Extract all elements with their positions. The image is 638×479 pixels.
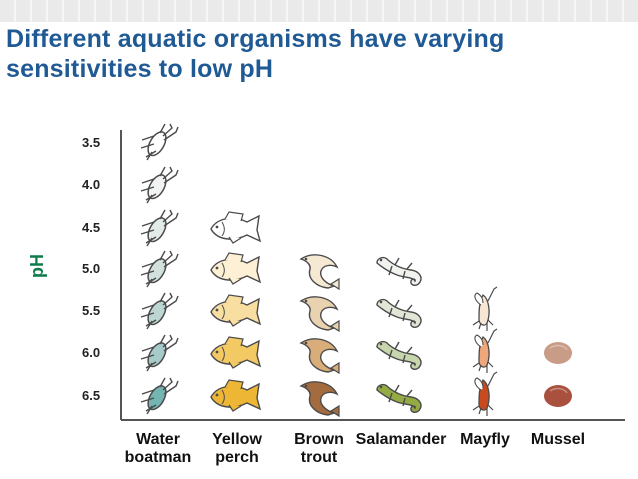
organism-label-line-1: Mussel [530,431,586,448]
water-boatman-icon [140,209,179,247]
water-boatman-icon [140,166,179,204]
ph-tick-label: 3.5 [82,135,101,150]
ph-tick-label: 5.0 [82,261,101,276]
organism-label-line-1: Yellow [212,431,262,448]
salamander-icon [376,383,422,413]
organism-label-line-1: Salamander [355,431,447,448]
title-line-1: Different aquatic organisms have varying [6,25,505,53]
organism-label-line-2: boatman [124,449,192,466]
mayfly-icon [472,286,498,331]
fish-icon [210,294,262,327]
organism-label: Yellow perch [189,431,285,467]
ph-tick-label: 6.0 [82,345,101,360]
slide-title: Different aquatic organisms have varying… [6,24,626,84]
water-boatman-icon [140,292,179,330]
trout-icon [299,296,340,333]
title-line-2: sensitivities to low pH [6,55,274,83]
mayfly-icon [472,371,498,416]
trout-icon [299,254,340,291]
ph-tick-label: 4.5 [82,220,101,235]
salamander-icon [376,256,422,286]
organism-label-line-1: Brown [294,431,344,448]
ph-tick-label: 5.5 [82,303,101,318]
organism-label-line-1: Water [136,431,180,448]
salamander-icon [376,340,422,370]
organism-label: Brown trout [271,431,367,467]
water-boatman-icon [140,377,179,415]
organism-label-line-2: trout [300,449,338,466]
organism-label-line-1: Mayfly [460,431,510,448]
organism-label: Mussel [510,431,606,449]
ph-tick-label: 4.0 [82,177,101,192]
salamander-icon [376,298,422,328]
mussel-icon [544,385,572,407]
water-boatman-icon [140,250,179,288]
organism-label: Salamander [353,431,449,449]
header-band [0,0,638,22]
mayfly-icon [472,328,498,373]
fish-icon [210,252,262,285]
trout-icon [299,338,340,375]
trout-icon [299,381,340,418]
organism-label-line-2: perch [215,449,259,466]
ph-tick-label: 6.5 [82,388,101,403]
fish-icon [210,211,262,244]
water-boatman-icon [140,334,179,372]
fish-icon [210,379,262,412]
organism-label: Water boatman [110,431,206,467]
fish-icon [210,336,262,369]
water-boatman-icon [140,123,179,161]
mussel-icon [544,342,572,364]
organism-label: Mayfly [437,431,533,449]
